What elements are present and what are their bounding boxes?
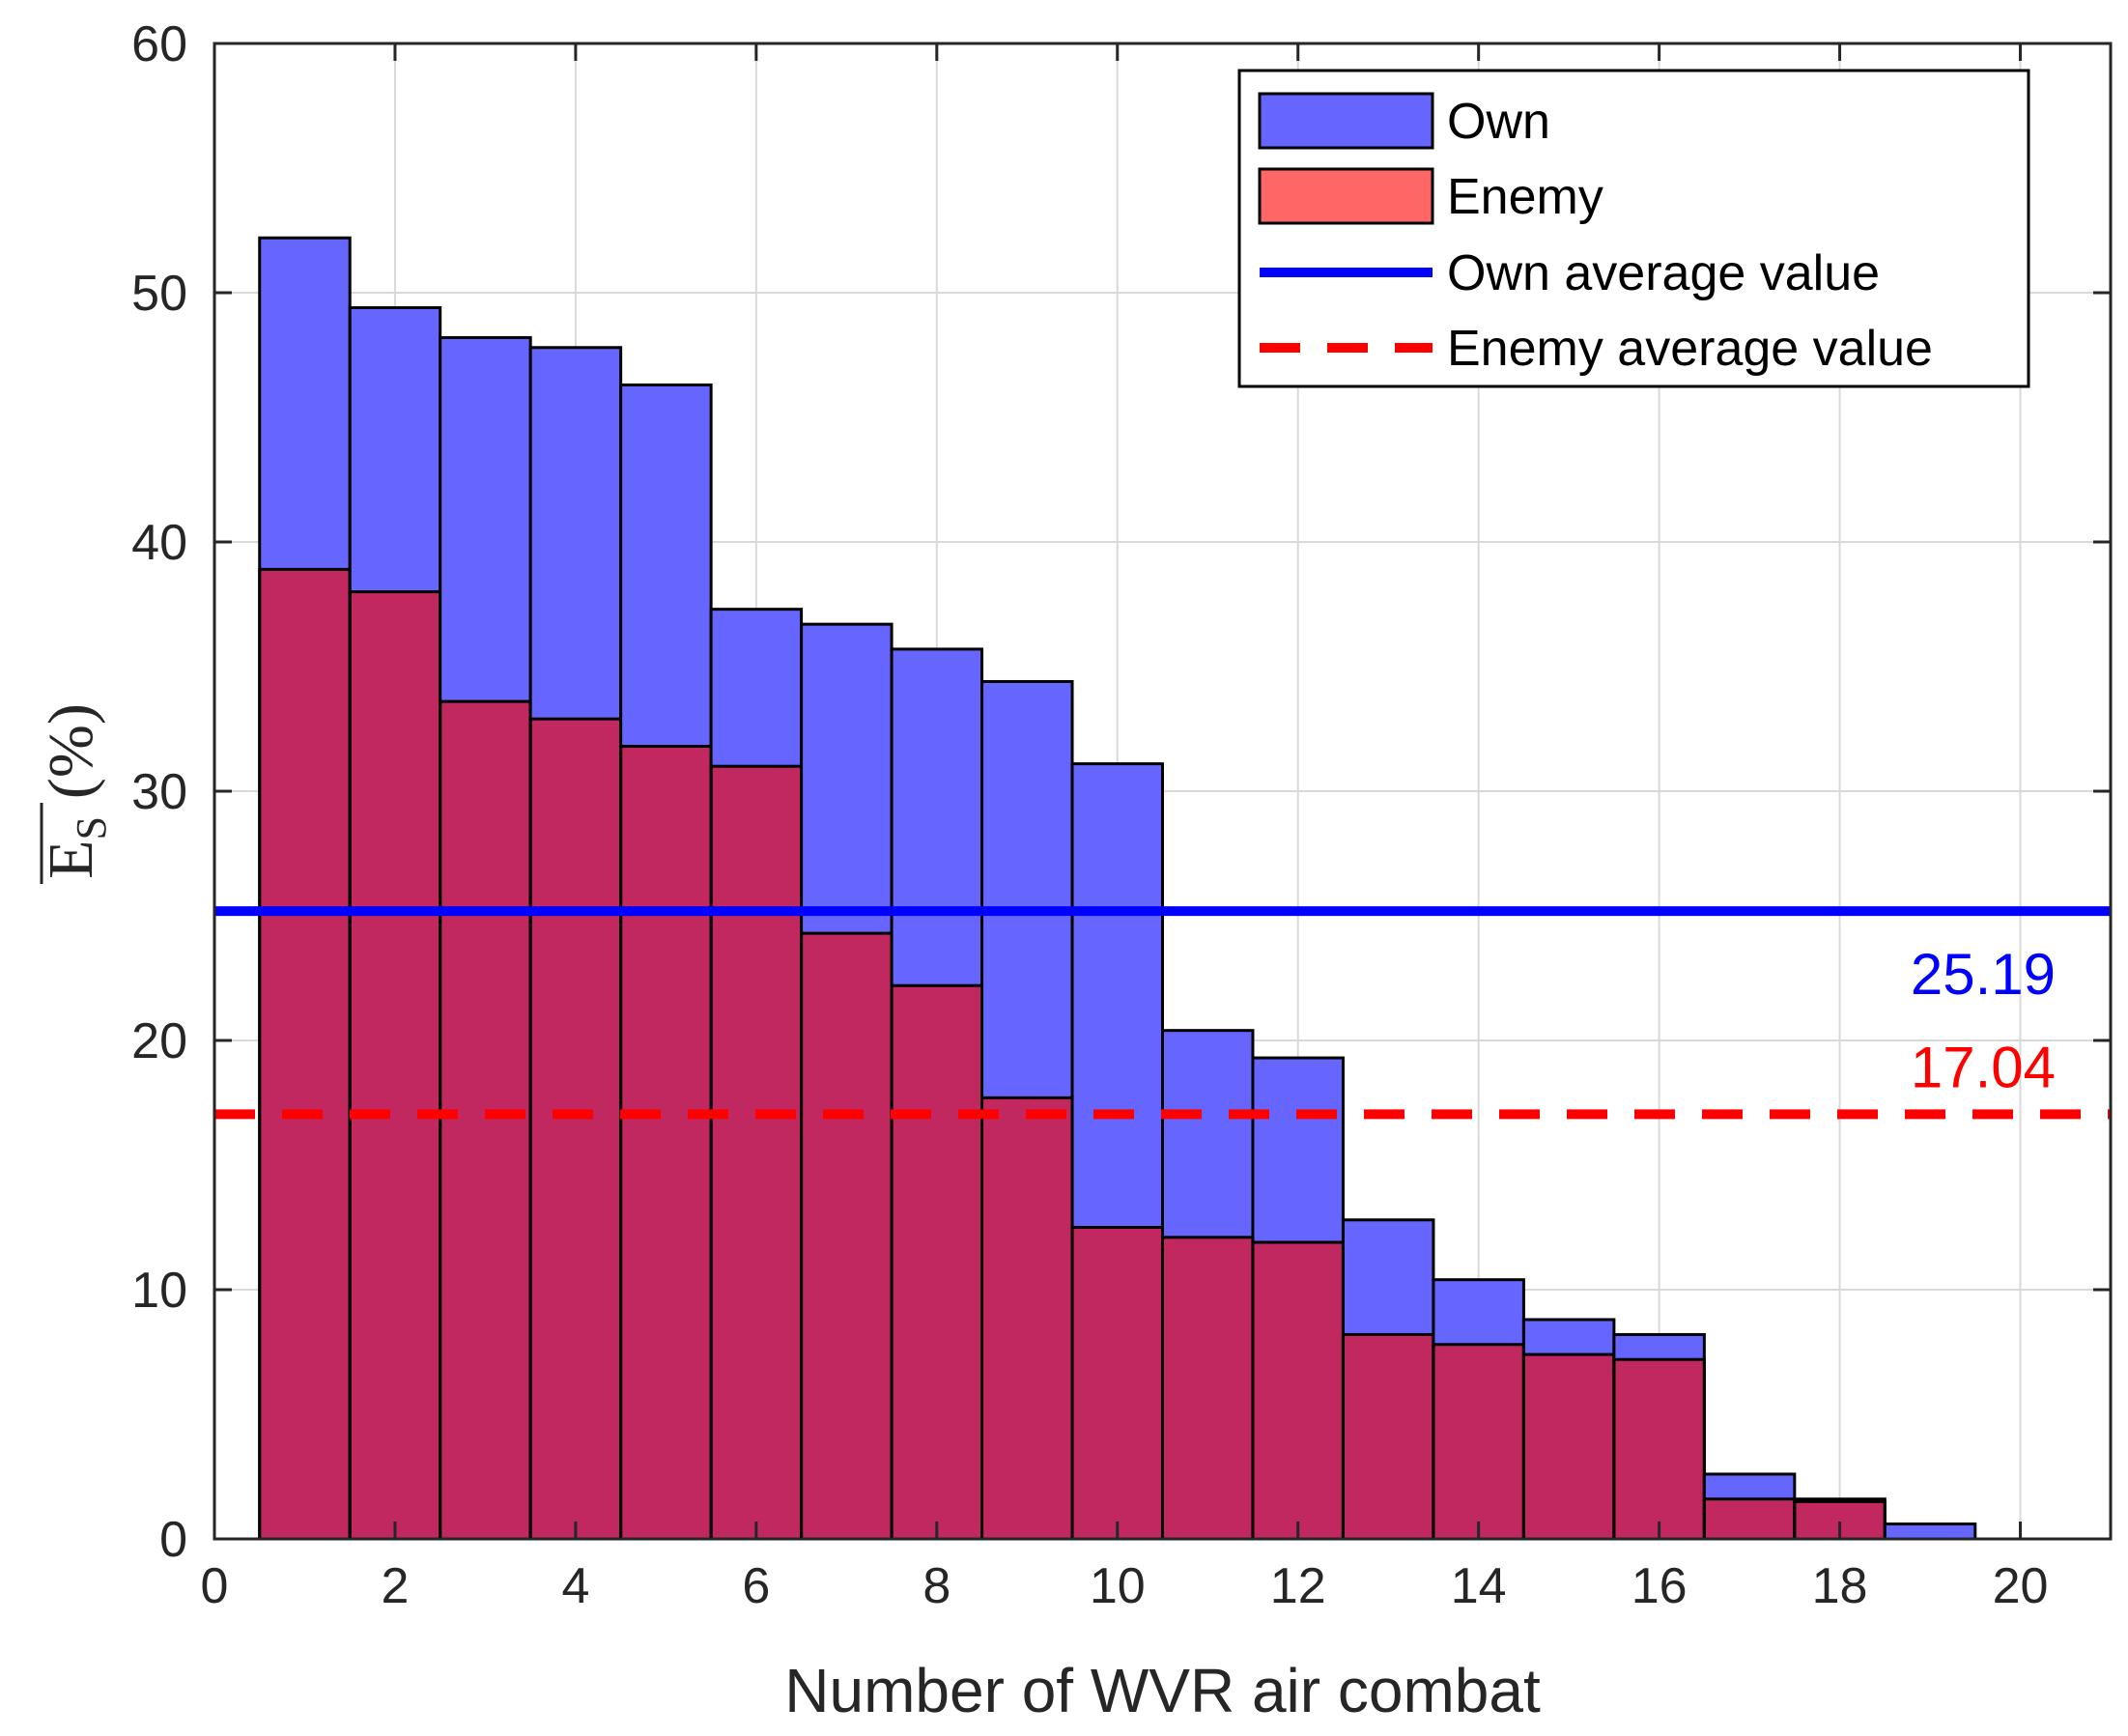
own-bar — [1433, 1279, 1524, 1345]
own-bar — [981, 681, 1073, 1098]
own-bar — [892, 648, 982, 986]
x-tick-label: 4 — [561, 1558, 589, 1614]
overlap-bar — [1613, 1359, 1705, 1539]
y-tick-label: 0 — [159, 1512, 187, 1568]
x-tick-label: 8 — [922, 1558, 951, 1614]
x-axis-title: Number of WVR air combat — [784, 1656, 1541, 1725]
own-bar — [1252, 1058, 1344, 1242]
overlap-bar — [892, 985, 982, 1539]
x-tick-label: 0 — [201, 1558, 229, 1614]
legend-own-average-label: Own average value — [1447, 245, 1880, 301]
overlap-bar — [981, 1097, 1073, 1539]
y-tick-label: 40 — [131, 515, 187, 571]
x-tick-label: 12 — [1270, 1558, 1326, 1614]
own-average-label: 25.19 — [1911, 942, 2056, 1007]
own-bar — [1613, 1334, 1705, 1360]
own-bar — [1885, 1523, 1975, 1539]
overlap-bar — [1343, 1334, 1433, 1539]
y-tick-label: 10 — [131, 1263, 187, 1319]
overlap-bar — [801, 933, 893, 1539]
x-tick-label: 14 — [1451, 1558, 1507, 1614]
x-tick-label: 20 — [1993, 1558, 2049, 1614]
own-bar — [530, 347, 621, 720]
overlap-bar — [1162, 1237, 1253, 1539]
x-tick-label: 16 — [1631, 1558, 1688, 1614]
own-bar — [711, 609, 802, 767]
own-bar — [1162, 1030, 1253, 1238]
y-axis-subscript: S — [68, 816, 115, 840]
legend-enemy-average-label: Enemy average value — [1447, 321, 1933, 377]
overlap-bar — [1523, 1354, 1614, 1539]
x-tick-label: 10 — [1090, 1558, 1146, 1614]
overlap-bar — [259, 569, 351, 1539]
ticks: 0 2 4 6 8 10 12 14 16 18 20 0 10 20 30 40 50 60 — [131, 16, 2111, 1614]
y-tick-label: 20 — [131, 1013, 187, 1069]
own-bar — [1072, 763, 1163, 1228]
overlap-bar — [1433, 1344, 1524, 1539]
own-bar — [1523, 1319, 1614, 1355]
own-bar — [440, 337, 531, 702]
own-bar — [1343, 1219, 1433, 1335]
legend-enemy-swatch — [1258, 167, 1434, 225]
legend-enemy-label: Enemy — [1447, 169, 1603, 225]
own-bar — [259, 238, 351, 570]
own-bar — [620, 384, 712, 747]
overlap-bar — [530, 719, 621, 1539]
x-tick-label: 2 — [381, 1558, 409, 1614]
own-bar — [801, 624, 893, 934]
overlap-bar — [350, 591, 440, 1539]
own-bar — [1704, 1473, 1795, 1499]
legend-own-swatch — [1258, 92, 1434, 150]
legend-own-label: Own — [1447, 94, 1550, 150]
overlap-bar — [440, 701, 531, 1539]
x-tick-label: 18 — [1812, 1558, 1868, 1614]
y-tick-label: 50 — [131, 266, 187, 322]
overlap-bar — [1252, 1241, 1344, 1539]
overlap-bar — [620, 746, 712, 1539]
reference-lines: 25.19 17.04 — [214, 906, 2111, 1120]
y-axis-title: ES (%) — [36, 703, 115, 884]
enemy-average-label: 17.04 — [1911, 1035, 2056, 1099]
y-axis-symbol: E — [36, 840, 106, 879]
overlap-bar — [1704, 1498, 1795, 1539]
overlap-bar — [711, 766, 802, 1539]
y-axis-unit: (%) — [36, 703, 106, 799]
legend: Own Enemy Own average value Enemy average v… — [1237, 69, 2030, 388]
y-tick-label: 60 — [131, 16, 187, 72]
x-tick-label: 6 — [742, 1558, 770, 1614]
own-bar — [350, 307, 440, 592]
y-tick-label: 30 — [131, 764, 187, 820]
svg-text:ES(%): ES (%) — [36, 703, 115, 879]
overlap-bar — [1072, 1227, 1163, 1539]
